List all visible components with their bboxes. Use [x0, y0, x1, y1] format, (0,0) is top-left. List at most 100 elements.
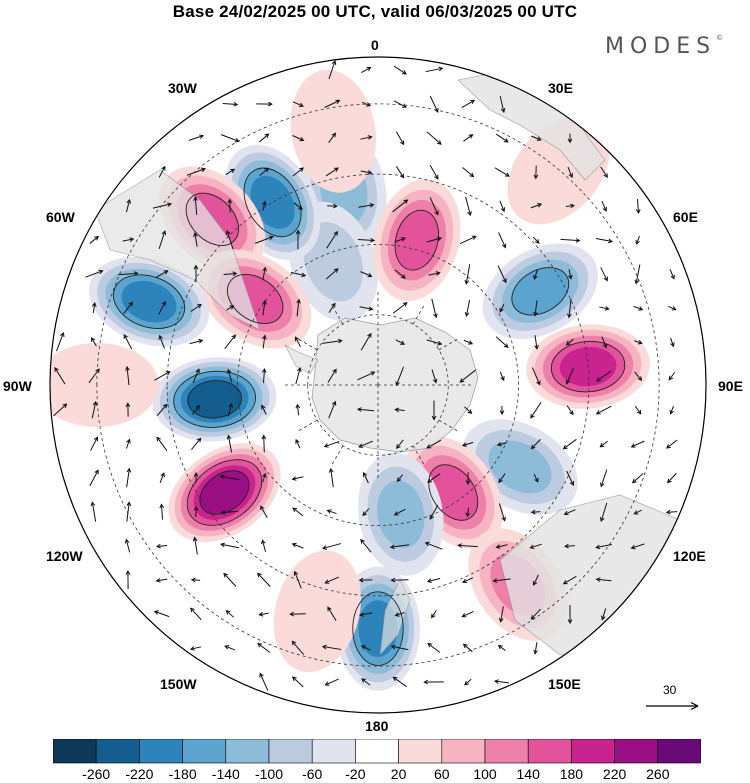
wind-vector-head — [230, 168, 236, 174]
wind-vector-head — [399, 173, 405, 179]
anomaly-contour — [186, 459, 263, 526]
latitude-circle — [307, 314, 449, 456]
wind-vector-head — [362, 511, 368, 517]
meridian-line — [438, 337, 460, 351]
colorbar-swatch — [614, 739, 659, 764]
wind-vector-head — [155, 543, 161, 549]
wind-vector — [328, 60, 336, 80]
lon-label-120w: 120W — [46, 548, 83, 564]
wind-vector — [463, 643, 473, 653]
wind-vector-head — [533, 274, 538, 280]
wind-vector-head — [261, 539, 266, 545]
wind-vector-head — [370, 237, 376, 243]
wind-vector — [357, 239, 375, 241]
anomaly-fill — [121, 280, 177, 323]
colorbar-swatch — [571, 739, 615, 764]
wind-vector-head — [431, 613, 436, 619]
wind-vector — [601, 336, 607, 348]
wind-vector — [194, 537, 198, 555]
latitude-circle — [166, 173, 590, 597]
anomaly-contour — [511, 267, 570, 316]
wind-vector-head — [565, 340, 571, 346]
wind-vector-head — [190, 577, 196, 583]
wind-vector-head — [437, 236, 443, 242]
wind-vector — [259, 167, 269, 177]
wind-vector-head — [501, 243, 507, 249]
wind-vector-head — [167, 202, 173, 207]
wind-vector — [123, 302, 133, 314]
wind-vector — [156, 437, 168, 451]
wind-vector-head — [233, 101, 239, 107]
wind-vector-head — [296, 298, 301, 304]
wind-vector — [359, 306, 373, 310]
wind-vector — [292, 543, 304, 549]
wind-vector — [462, 441, 474, 447]
wind-vector-head — [568, 173, 574, 179]
wind-vector-head — [536, 136, 542, 141]
wind-vector-head — [469, 172, 475, 178]
wind-vector — [229, 199, 231, 213]
wind-vector — [596, 543, 612, 549]
wind-vector-head — [358, 443, 364, 448]
colorbar-label: -220 — [125, 766, 154, 782]
wind-vector-head — [429, 514, 434, 520]
wind-vector — [322, 340, 342, 344]
meridian-line — [330, 303, 344, 325]
wind-vector-head — [400, 237, 406, 242]
wind-vector — [566, 405, 574, 415]
wind-vector — [190, 438, 202, 450]
wind-vector — [360, 136, 372, 140]
wind-vector-head — [635, 209, 641, 214]
wind-vector-head — [438, 66, 444, 72]
wind-vector-head — [124, 538, 130, 544]
wind-vector — [429, 504, 439, 520]
anomaly-contours — [112, 167, 626, 666]
wind-vector — [91, 337, 97, 347]
wind-vector-head — [256, 572, 262, 578]
wind-vector — [563, 575, 577, 585]
wind-vector-head — [530, 413, 535, 419]
wind-vector-head — [498, 617, 504, 623]
wind-vector-head — [435, 271, 441, 276]
brand-logo: MODES© — [605, 34, 724, 59]
wind-vector-head — [362, 471, 368, 477]
wind-vector-head — [299, 136, 305, 142]
antarctica-land — [311, 317, 479, 453]
wind-vector-head — [633, 510, 639, 515]
wind-vector — [358, 440, 374, 448]
wind-vector — [159, 335, 165, 349]
wind-vector-head — [264, 133, 270, 138]
wind-vector — [465, 299, 471, 317]
colorbar-label: 60 — [434, 766, 450, 782]
wind-vector-head — [665, 509, 671, 515]
wind-vector-head — [162, 403, 168, 409]
wind-vector — [566, 368, 574, 384]
wind-vector — [425, 67, 443, 73]
wind-vector — [194, 233, 198, 247]
wind-vector-head — [530, 614, 536, 620]
wind-vector-head — [424, 541, 430, 547]
wind-vector-head — [125, 365, 130, 371]
wind-vector-head — [464, 680, 469, 686]
wind-vector-head — [262, 334, 267, 340]
wind-vector — [156, 578, 168, 582]
meridian-line — [412, 303, 426, 325]
wind-vector-head — [464, 311, 470, 317]
wind-vector — [394, 508, 406, 516]
wind-vector — [633, 305, 643, 311]
wind-vector — [92, 302, 96, 314]
wind-vector-head — [295, 229, 301, 235]
wind-vector-head — [323, 443, 329, 448]
colorbar-label: -260 — [82, 766, 111, 782]
wind-vector-head — [457, 543, 463, 548]
colorbar-label: -60 — [302, 766, 323, 782]
wind-vector-head — [603, 276, 608, 282]
wind-vector — [530, 203, 542, 209]
wind-vector-head — [260, 505, 265, 511]
wind-vector — [324, 100, 340, 108]
wind-vector-head — [261, 200, 267, 206]
wind-vector — [257, 573, 271, 587]
wind-vector-head — [503, 138, 509, 143]
wind-vector-head — [566, 313, 572, 319]
wind-vector-head — [603, 173, 608, 179]
